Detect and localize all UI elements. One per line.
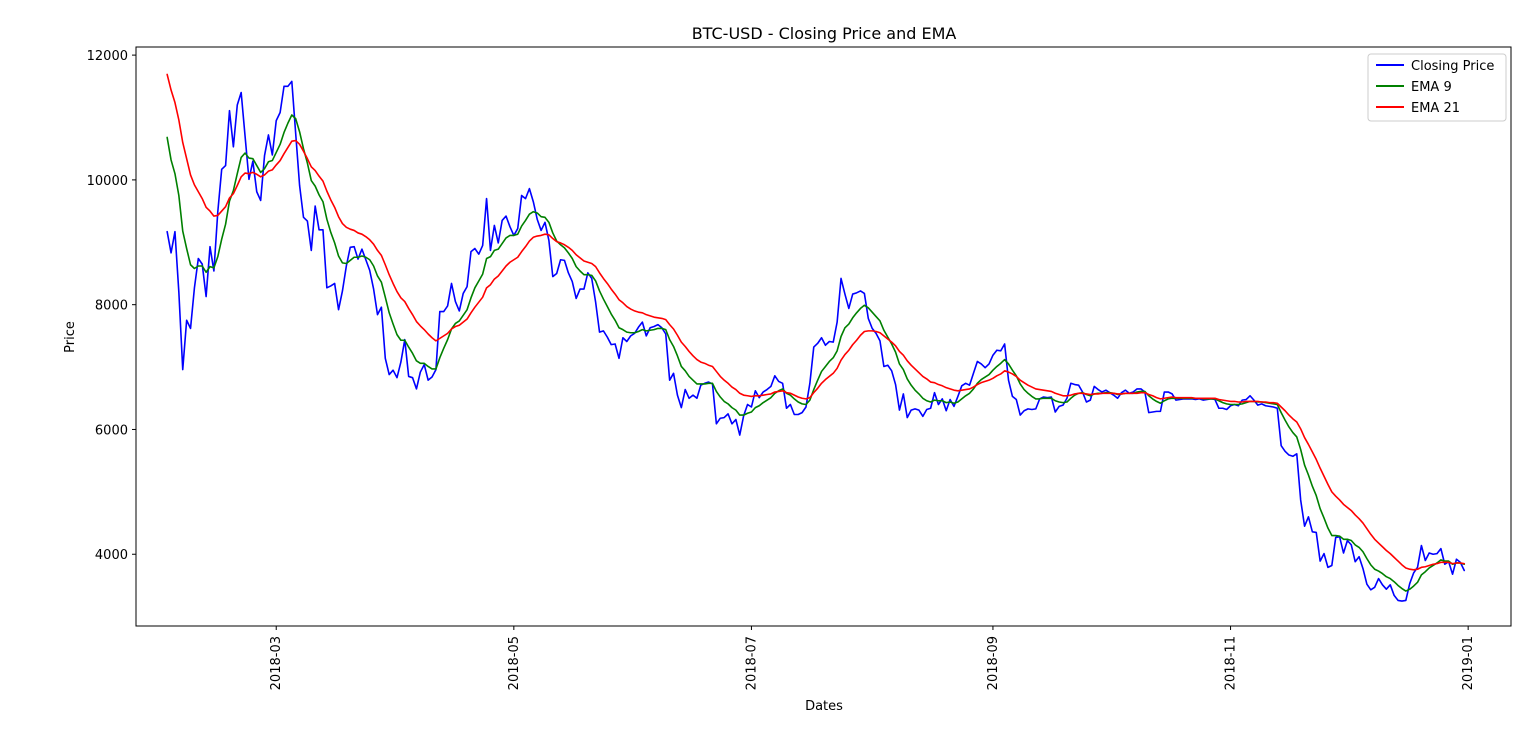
- x-axis-ticks: 2018-03 2018-05 2018-07 2018-09 2018-11 2019-…: [269, 626, 1476, 690]
- y-axis-ticks: 4000 6000 8000 10000 12000: [87, 49, 136, 563]
- x-axis-label: Dates: [805, 699, 843, 714]
- legend-label-closing-price: Closing Price: [1411, 59, 1494, 74]
- y-axis-label: Price: [63, 321, 78, 353]
- legend-box: [1367, 53, 1507, 122]
- x-tick-label: 2018-09: [986, 636, 1001, 690]
- y-tick-label: 10000: [87, 174, 128, 189]
- x-tick-label: 2018-07: [744, 636, 759, 690]
- legend-label-ema-21: EMA 21: [1411, 101, 1460, 116]
- x-tick-label: 2019-01: [1461, 636, 1476, 690]
- x-tick-label: 2018-11: [1224, 636, 1239, 690]
- y-tick-label: 8000: [95, 299, 128, 314]
- legend: Closing Price EMA 9 EMA 21: [1367, 53, 1507, 122]
- plot-frame: [135, 46, 1512, 627]
- y-tick-label: 6000: [95, 423, 128, 438]
- series-layer: [166, 73, 1466, 602]
- series-line-ema-21: [166, 73, 1466, 571]
- y-tick-label: 4000: [95, 548, 128, 563]
- x-tick-label: 2018-05: [507, 636, 522, 690]
- series-line-closing-price: [166, 80, 1466, 602]
- legend-label-ema-9: EMA 9: [1411, 80, 1452, 95]
- y-tick-label: 12000: [87, 49, 128, 64]
- chart-title: BTC-USD - Closing Price and EMA: [692, 24, 957, 43]
- x-tick-label: 2018-03: [269, 636, 284, 690]
